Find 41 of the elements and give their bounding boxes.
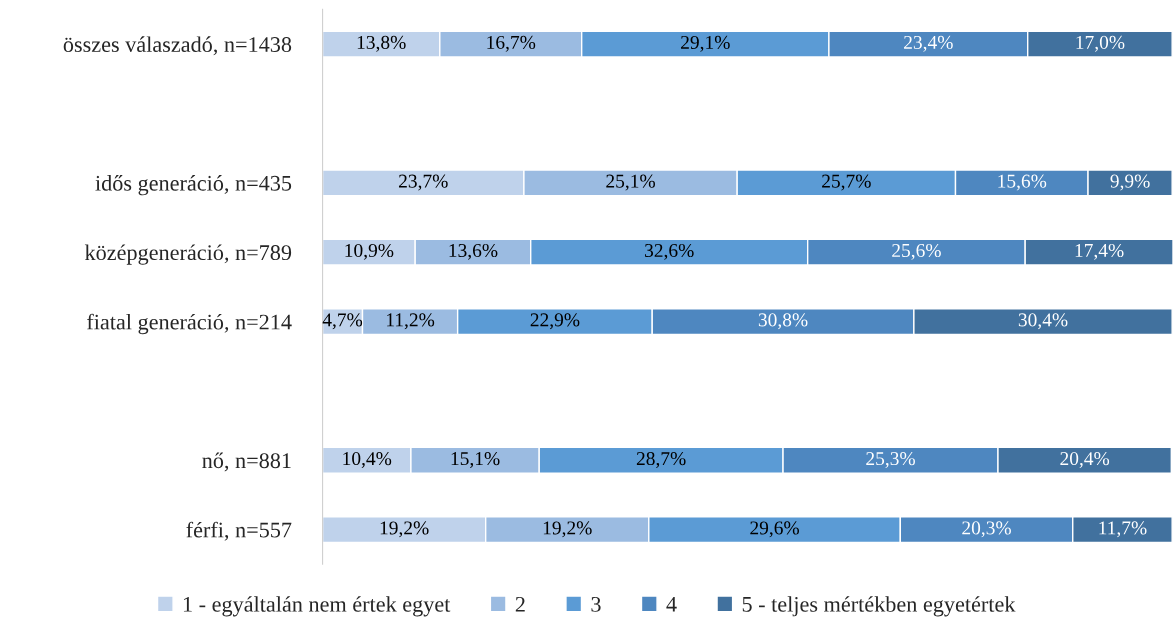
data-label: 10,4% (343, 452, 392, 468)
data-label: 20,4% (1060, 452, 1110, 468)
data-label: 22,9% (530, 313, 580, 330)
y-tick-label: férfi, n=557 (186, 521, 292, 541)
data-label: 23,7% (398, 174, 448, 191)
data-label: 13,8% (357, 35, 406, 52)
data-label: 10,9% (345, 243, 394, 260)
legend-label: 4 (666, 596, 677, 612)
data-label: 23,4% (904, 35, 953, 52)
y-tick-label: nő, n=881 (202, 452, 291, 472)
data-label: 20,3% (962, 521, 1011, 538)
data-label: 25,3% (866, 452, 915, 468)
legend-label: 2 (515, 596, 525, 612)
data-label: 29,1% (681, 35, 730, 52)
data-label: 9,9% (1110, 174, 1150, 191)
data-label: 19,2% (543, 521, 592, 538)
legend-label: 1 - egyáltalán nem értek egyet (183, 596, 451, 617)
data-label: 15,6% (998, 174, 1047, 191)
data-label: 11,2% (387, 313, 435, 330)
data-label: 25,1% (606, 174, 655, 191)
data-label: 17,4% (1075, 243, 1124, 260)
data-label: 29,6% (750, 521, 799, 538)
data-label: 25,6% (892, 243, 941, 260)
data-label: 15,1% (451, 452, 500, 468)
data-label: 28,7% (636, 452, 686, 468)
y-tick-label: középgeneráció, n=789 (84, 244, 292, 265)
data-label: 30,4% (1018, 313, 1068, 330)
data-label: 19,2% (380, 521, 429, 538)
data-label: 13,6% (449, 243, 498, 260)
data-label: 30,8% (758, 313, 808, 330)
legend-label: 3 (591, 596, 601, 612)
data-label: 25,7% (822, 174, 871, 191)
y-tick-label: fiatal generáció, n=214 (87, 313, 292, 335)
data-label: 17,0% (1076, 35, 1125, 52)
data-label: 11,7% (1099, 521, 1147, 538)
data-label: 4,7% (322, 313, 363, 330)
data-label: 16,7% (487, 35, 536, 52)
legend-label: 5 - teljes mértékben egyetértek (742, 596, 1016, 617)
y-tick-label: összes válaszadó, n=1438 (63, 36, 292, 56)
data-label: 32,6% (645, 243, 694, 260)
y-tick-label: idős generáció, n=435 (95, 175, 292, 196)
